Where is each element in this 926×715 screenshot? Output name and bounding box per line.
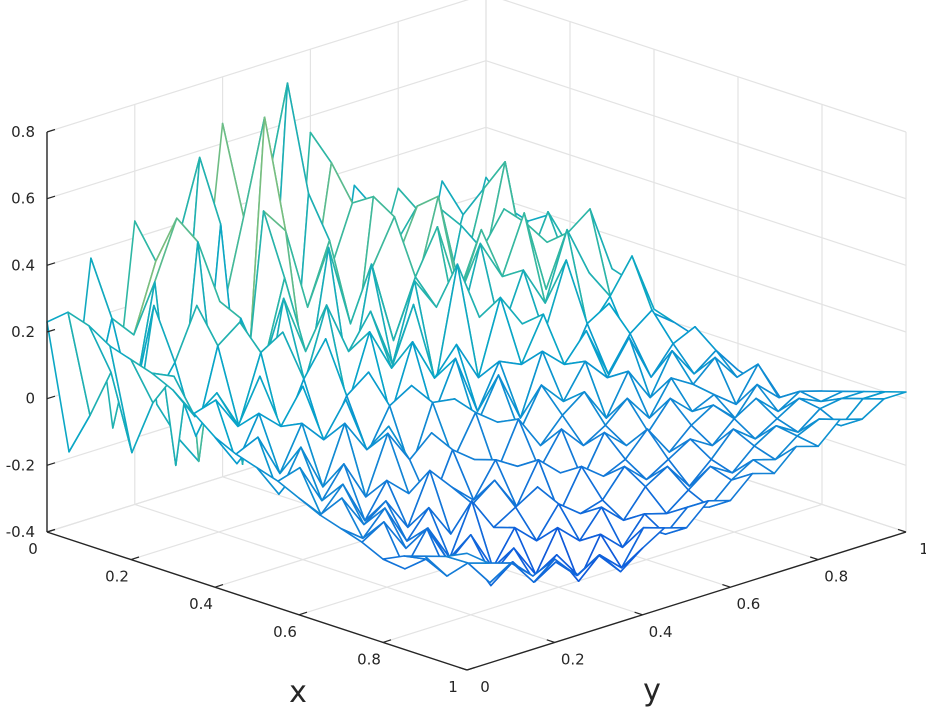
x-tick xyxy=(298,611,308,616)
z-tick-label: 0 xyxy=(25,390,35,408)
z-tick xyxy=(46,195,56,200)
x-tick-label: 0 xyxy=(28,540,38,558)
z-tick-label: 0.8 xyxy=(11,123,35,141)
x-axis-title: x xyxy=(289,675,307,710)
x-tick xyxy=(466,666,476,671)
x-tick-label: 0.2 xyxy=(105,568,129,586)
y-tick xyxy=(546,639,555,643)
x-tick xyxy=(130,556,140,561)
grid-line xyxy=(485,126,907,266)
grid-line xyxy=(485,193,907,333)
grid-line xyxy=(46,0,469,133)
y-axis-line xyxy=(466,531,907,671)
y-tick-label: 1 xyxy=(919,540,926,558)
grid-line xyxy=(382,503,823,643)
mesh-cell xyxy=(445,552,490,564)
z-tick-label: 0.2 xyxy=(11,323,35,341)
x-tick xyxy=(382,639,392,643)
z-tick xyxy=(46,262,56,266)
z-tick xyxy=(46,462,56,466)
mesh-surface xyxy=(46,82,907,587)
x-tick xyxy=(214,584,224,588)
mesh-cell xyxy=(467,562,512,584)
y-tick xyxy=(458,666,468,671)
tick-labels: -0.4 -0.2 0 0.2 0.4 0.6 0.8 0 0.2 0.4 0.6 0.8 1 0 0.2 0… xyxy=(6,123,926,696)
z-tick xyxy=(46,128,56,133)
y-tick-label: 0.4 xyxy=(649,623,673,641)
z-tick-label: -0.2 xyxy=(6,456,35,474)
x-tick xyxy=(46,528,56,533)
y-tick-label: 0.8 xyxy=(824,568,848,586)
grid-line xyxy=(485,60,907,200)
y-tick xyxy=(634,611,643,616)
grid-line xyxy=(502,0,907,133)
x-tick-label: 0.6 xyxy=(273,623,297,641)
y-axis-title: y xyxy=(643,673,661,708)
z-tick xyxy=(46,328,56,333)
axes-lines xyxy=(46,128,907,671)
z-tick-label: 0.4 xyxy=(11,256,35,274)
y-tick xyxy=(722,584,731,588)
y-tick-label: 0 xyxy=(480,678,490,696)
z-tick xyxy=(46,395,56,400)
x-axis-line xyxy=(46,531,468,671)
z-tick-label: 0.6 xyxy=(11,190,35,208)
x-tick-label: 0.8 xyxy=(357,650,381,668)
x-tick-label: 1 xyxy=(448,678,458,696)
grid-line xyxy=(134,503,555,643)
y-tick xyxy=(810,556,819,561)
x-tick-label: 0.4 xyxy=(189,595,213,613)
y-tick-label: 0.6 xyxy=(736,595,760,613)
z-tick-label: -0.4 xyxy=(6,523,35,541)
y-tick-label: 0.2 xyxy=(561,650,585,668)
y-tick xyxy=(897,528,907,533)
